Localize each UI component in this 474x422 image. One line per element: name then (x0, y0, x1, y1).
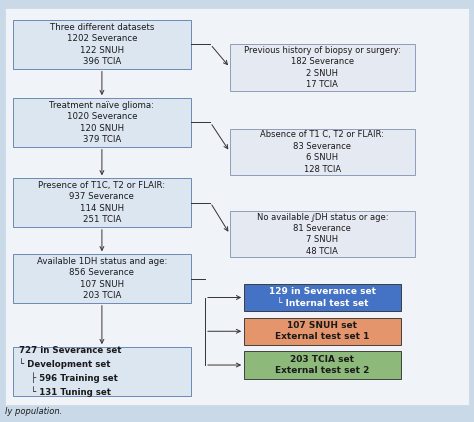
Text: Treatment naïve glioma:
1020 Severance
120 SNUH
379 TCIA: Treatment naïve glioma: 1020 Severance 1… (49, 101, 155, 144)
FancyBboxPatch shape (244, 284, 401, 311)
FancyBboxPatch shape (230, 211, 415, 257)
Text: 129 in Severance set
└ Internal test set: 129 in Severance set └ Internal test set (269, 287, 376, 308)
FancyBboxPatch shape (13, 20, 191, 68)
Text: Presence of T1C, T2 or FLAIR:
937 Severance
114 SNUH
251 TCIA: Presence of T1C, T2 or FLAIR: 937 Severa… (38, 181, 165, 224)
Text: No available ⅉDH status or age:
81 Severance
7 SNUH
48 TCIA: No available ⅉDH status or age: 81 Sever… (256, 213, 388, 256)
Text: Available 1DH status and age:
856 Severance
107 SNUH
203 TCIA: Available 1DH status and age: 856 Severa… (36, 257, 167, 300)
FancyBboxPatch shape (13, 178, 191, 227)
FancyBboxPatch shape (244, 317, 401, 345)
Text: ly population.: ly population. (5, 407, 62, 416)
FancyBboxPatch shape (244, 351, 401, 379)
Text: Previous history of biopsy or surgery:
182 Severance
2 SNUH
17 TCIA: Previous history of biopsy or surgery: 1… (244, 46, 401, 89)
Text: Absence of T1 C, T2 or FLAIR:
83 Severance
6 SNUH
128 TCIA: Absence of T1 C, T2 or FLAIR: 83 Severan… (260, 130, 384, 173)
FancyBboxPatch shape (230, 44, 415, 91)
Text: Three different datasets
1202 Severance
122 SNUH
396 TCIA: Three different datasets 1202 Severance … (50, 23, 154, 66)
Text: 107 SNUH set
External test set 1: 107 SNUH set External test set 1 (275, 321, 370, 341)
FancyBboxPatch shape (13, 347, 191, 396)
FancyBboxPatch shape (13, 254, 191, 303)
FancyBboxPatch shape (13, 98, 191, 147)
Text: 203 TCIA set
External test set 2: 203 TCIA set External test set 2 (275, 355, 370, 375)
FancyBboxPatch shape (5, 8, 469, 405)
FancyBboxPatch shape (230, 129, 415, 175)
Text: 727 in Severance set
└ Development set
    ├ 596 Training set
    └ 131 Tuning s: 727 in Severance set └ Development set ├… (18, 346, 121, 397)
